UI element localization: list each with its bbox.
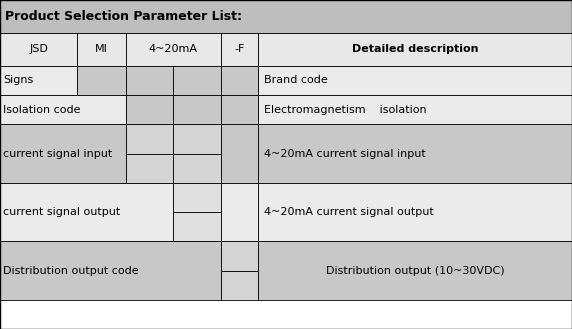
Text: MI: MI: [95, 44, 108, 54]
Bar: [0, 33, 77, 66]
Bar: [126, 154, 173, 183]
Bar: [258, 124, 572, 183]
Bar: [173, 154, 221, 183]
Text: -F: -F: [234, 44, 245, 54]
Bar: [0, 66, 77, 95]
Text: 4~20mA current signal input: 4~20mA current signal input: [264, 148, 426, 159]
Bar: [126, 66, 173, 95]
Bar: [258, 33, 572, 66]
Bar: [0, 183, 173, 241]
Bar: [0, 124, 126, 183]
Text: current signal output: current signal output: [3, 207, 121, 217]
Bar: [258, 183, 572, 241]
Text: Product Selection Parameter List:: Product Selection Parameter List:: [5, 10, 241, 23]
Bar: [126, 95, 173, 124]
Text: Distribution output code: Distribution output code: [3, 266, 139, 275]
Text: Distribution output (10~30VDC): Distribution output (10~30VDC): [325, 266, 505, 275]
Bar: [173, 66, 221, 95]
Text: 4~20mA: 4~20mA: [149, 44, 198, 54]
Bar: [221, 183, 258, 241]
Text: Signs: Signs: [3, 75, 34, 86]
Text: Brand code: Brand code: [264, 75, 331, 86]
Bar: [173, 95, 221, 124]
Bar: [173, 183, 221, 212]
Bar: [126, 124, 173, 154]
Text: Detailed description: Detailed description: [352, 44, 478, 54]
Bar: [0, 0, 572, 33]
Bar: [258, 95, 572, 124]
Bar: [77, 66, 126, 95]
Bar: [221, 124, 258, 183]
Bar: [258, 66, 572, 95]
Bar: [221, 33, 258, 66]
Bar: [258, 241, 572, 300]
Text: 4~20mA current signal output: 4~20mA current signal output: [264, 207, 434, 217]
Bar: [126, 33, 221, 66]
Bar: [221, 241, 258, 270]
Text: Electromagnetism    isolation: Electromagnetism isolation: [264, 105, 426, 115]
Bar: [173, 124, 221, 154]
Bar: [0, 241, 221, 300]
Text: Isolation code: Isolation code: [3, 105, 81, 115]
Bar: [221, 270, 258, 300]
Text: current signal input: current signal input: [3, 148, 113, 159]
Bar: [0, 95, 126, 124]
Bar: [173, 212, 221, 241]
Bar: [77, 33, 126, 66]
Bar: [221, 95, 258, 124]
Text: JSD: JSD: [29, 44, 48, 54]
Bar: [221, 66, 258, 95]
